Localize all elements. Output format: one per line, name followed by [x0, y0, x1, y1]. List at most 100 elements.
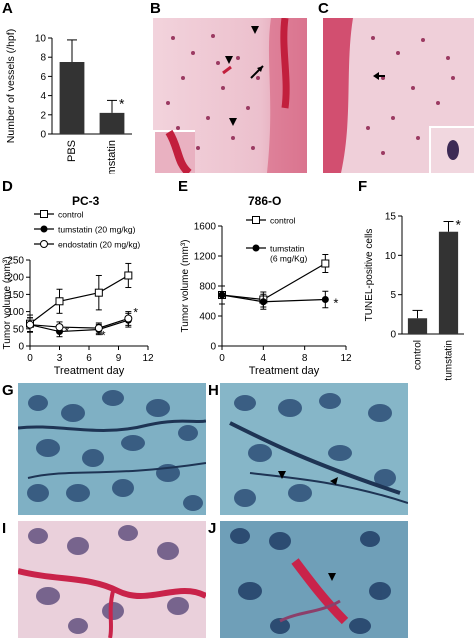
legend-marker	[40, 240, 48, 248]
significance-star: *	[456, 217, 462, 233]
bar-chart-f: 0 5 10 15 control * tumstatin TUNEL-positive ce…	[364, 212, 464, 381]
panel-label-h: H	[208, 382, 219, 399]
data-point	[55, 323, 64, 332]
y-axis-label: Tumor volume (mm³)	[2, 257, 13, 350]
data-point	[218, 291, 226, 299]
data-point	[321, 259, 330, 268]
y-tick-label: 400	[199, 312, 216, 323]
legend-label: control	[270, 216, 296, 226]
category-label: tumstatin	[444, 340, 455, 381]
series-line	[221, 294, 326, 303]
data-point	[55, 297, 64, 306]
bar	[99, 112, 125, 134]
he-photo-b	[153, 18, 307, 173]
y-tick-label: 100	[7, 307, 24, 318]
category-label: PBS	[66, 140, 78, 162]
x-tick-label: 9	[116, 353, 122, 364]
panel-label-d: D	[2, 178, 13, 195]
x-axis-label: Treatment day	[249, 365, 320, 377]
panel-label-i: I	[2, 520, 7, 537]
y-tick-label: 4	[40, 91, 46, 102]
data-point	[26, 320, 34, 329]
y-tick-label: 50	[13, 324, 25, 335]
he-photo-c	[323, 18, 474, 173]
data-point	[321, 296, 329, 303]
legend-label: control	[58, 210, 84, 220]
y-axis-label: TUNEL-positive cells	[364, 229, 375, 322]
y-tick-label: 150	[7, 290, 24, 301]
x-tick-label: 0	[219, 353, 225, 364]
legend-marker	[252, 216, 260, 224]
y-tick-label: 0	[210, 342, 216, 353]
legend-label: tumstatin	[270, 244, 305, 254]
y-tick-label: 10	[35, 34, 47, 45]
y-tick-label: 1600	[194, 222, 217, 233]
y-tick-label: 8	[40, 53, 46, 64]
y-axis-label: Tumor volume (mm³)	[180, 240, 191, 333]
x-tick-label: 0	[27, 353, 33, 364]
bar	[438, 231, 459, 334]
category-label: tumstatin	[106, 140, 118, 174]
panel-label-g: G	[2, 382, 14, 399]
x-tick-label: 8	[302, 353, 308, 364]
legend-marker	[40, 225, 48, 233]
x-tick-label: 12	[142, 353, 154, 364]
panel-label-j: J	[208, 520, 217, 537]
data-point	[94, 324, 103, 333]
significance-star: *	[119, 95, 125, 111]
y-tick-label: 800	[199, 282, 216, 293]
y-tick-label: 6	[40, 72, 46, 83]
legend-label: tumstatin (20 mg/kg)	[58, 225, 136, 235]
arrowhead-marker	[225, 56, 233, 64]
legend-label: (6 mg/Kg)	[270, 254, 307, 264]
y-tick-label: 0	[40, 130, 46, 141]
x-tick-label: 6	[86, 353, 92, 364]
y-tick-label: 1200	[194, 252, 217, 263]
series-line	[29, 319, 129, 333]
y-tick-label: 250	[7, 256, 24, 267]
panel-label-a: A	[2, 0, 13, 17]
legend-label: endostatin (20 mg/kg)	[58, 240, 140, 250]
bar	[59, 62, 85, 134]
data-point	[124, 314, 133, 323]
legend-marker	[252, 244, 260, 252]
bar	[407, 318, 428, 334]
data-point	[94, 288, 103, 297]
category-label: control	[413, 340, 424, 370]
data-point	[124, 271, 133, 280]
x-tick-label: 4	[261, 353, 267, 364]
panel-label-b: B	[150, 0, 161, 17]
chart-title-d: PC-3	[72, 194, 100, 208]
series-line	[29, 274, 129, 325]
significance-star: *	[133, 305, 138, 319]
y-tick-label: 15	[385, 212, 397, 223]
chart-title-e: 786-O	[248, 194, 282, 208]
panel-label-f: F	[358, 178, 368, 195]
series-line	[221, 262, 326, 301]
panel-label-e: E	[178, 178, 189, 195]
ihc-photo-j	[220, 521, 408, 638]
line-chart-d: 0 50 100 150 200 250 0 3 6 9 12 Treatment day Tumor …	[2, 210, 154, 378]
ihc-photo-g	[18, 383, 206, 515]
x-tick-label: 12	[340, 353, 352, 364]
legend-marker	[40, 210, 48, 218]
y-axis-label: Number of vessels (/hpf)	[5, 29, 17, 143]
he-photo-i	[18, 521, 206, 638]
significance-star: *	[101, 328, 106, 342]
y-tick-label: 200	[7, 273, 24, 284]
significance-star: *	[65, 325, 70, 339]
series-line	[29, 317, 129, 329]
x-tick-label: 3	[57, 353, 63, 364]
bar-chart-a: 0 2 4 6 8 10 PBS * tumstatin Number of vessels (/…	[5, 29, 132, 174]
y-tick-label: 5	[390, 290, 396, 301]
line-chart-e: 0 400 800 1200 1600 0 4 8 12 Treatment day Tumor v…	[180, 216, 352, 378]
x-axis-label: Treatment day	[54, 365, 125, 377]
significance-star: *	[333, 296, 338, 311]
y-tick-label: 2	[40, 110, 46, 121]
panel-label-c: C	[318, 0, 329, 17]
y-tick-label: 10	[385, 251, 397, 262]
ihc-photo-h	[220, 383, 408, 515]
data-point	[259, 298, 267, 306]
y-tick-label: 0	[390, 330, 396, 341]
y-tick-label: 0	[18, 342, 24, 353]
